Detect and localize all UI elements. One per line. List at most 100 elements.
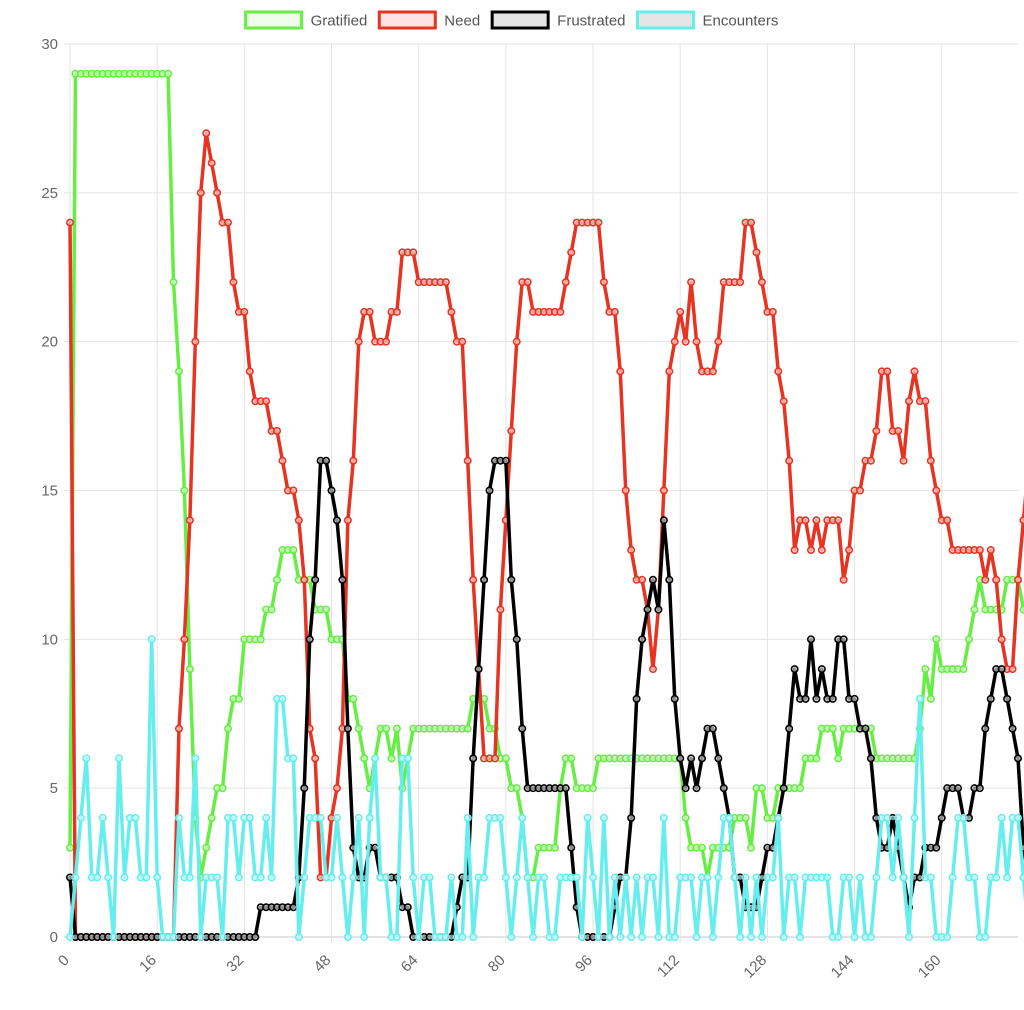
x-tick-label: 128 bbox=[740, 952, 770, 982]
data-point bbox=[507, 575, 516, 584]
data-point bbox=[659, 813, 668, 822]
data-point bbox=[676, 307, 685, 316]
data-point bbox=[245, 813, 254, 822]
data-point bbox=[785, 724, 794, 733]
data-point bbox=[779, 932, 788, 941]
data-point bbox=[251, 932, 260, 941]
legend-label: Need bbox=[444, 13, 480, 30]
data-point bbox=[638, 575, 647, 584]
data-point bbox=[616, 367, 625, 376]
data-point bbox=[196, 188, 205, 197]
data-point bbox=[599, 813, 608, 822]
data-point bbox=[752, 248, 761, 257]
data-point bbox=[594, 218, 603, 227]
data-point bbox=[768, 307, 777, 316]
data-point bbox=[294, 516, 303, 525]
data-point bbox=[621, 873, 630, 882]
data-point bbox=[725, 813, 734, 822]
data-point bbox=[741, 873, 750, 882]
data-point bbox=[518, 724, 527, 733]
data-point bbox=[463, 813, 472, 822]
data-point bbox=[458, 337, 467, 346]
data-point bbox=[899, 873, 908, 882]
data-point bbox=[213, 873, 222, 882]
data-point bbox=[687, 873, 696, 882]
legend-item-frustrated[interactable]: Frustrated bbox=[490, 10, 626, 30]
data-point bbox=[943, 516, 952, 525]
x-tick-label: 32 bbox=[223, 952, 247, 976]
data-point bbox=[926, 873, 935, 882]
data-point bbox=[234, 873, 243, 882]
data-point bbox=[71, 873, 80, 882]
x-tick-label: 160 bbox=[915, 952, 945, 982]
data-point bbox=[741, 813, 750, 822]
data-point bbox=[937, 813, 946, 822]
data-point bbox=[354, 724, 363, 733]
data-point bbox=[300, 873, 309, 882]
x-tick-label: 80 bbox=[485, 952, 509, 976]
data-point bbox=[714, 754, 723, 763]
data-point bbox=[817, 665, 826, 674]
data-point bbox=[262, 397, 271, 406]
data-point bbox=[550, 843, 559, 852]
legend-item-need[interactable]: Need bbox=[377, 10, 480, 30]
data-point bbox=[932, 635, 941, 644]
data-point bbox=[714, 337, 723, 346]
data-point bbox=[796, 784, 805, 793]
data-point bbox=[507, 932, 516, 941]
data-point bbox=[992, 873, 1001, 882]
data-point bbox=[975, 784, 984, 793]
data-point bbox=[888, 873, 897, 882]
data-point bbox=[550, 932, 559, 941]
data-point bbox=[714, 873, 723, 882]
data-point bbox=[469, 575, 478, 584]
legend-item-gratified[interactable]: Gratified bbox=[244, 10, 368, 30]
series-encounters bbox=[66, 635, 1024, 941]
data-point bbox=[823, 873, 832, 882]
data-point bbox=[981, 724, 990, 733]
data-point bbox=[381, 873, 390, 882]
data-point bbox=[670, 932, 679, 941]
data-point bbox=[109, 932, 118, 941]
x-tick-label: 112 bbox=[654, 952, 683, 981]
data-point bbox=[779, 784, 788, 793]
data-point bbox=[174, 813, 183, 822]
data-point bbox=[556, 307, 565, 316]
data-point bbox=[850, 694, 859, 703]
data-point bbox=[981, 575, 990, 584]
data-point bbox=[790, 546, 799, 555]
legend[interactable]: Gratified Need Frustrated Encounters bbox=[244, 10, 779, 30]
data-point bbox=[300, 575, 309, 584]
data-point bbox=[76, 813, 85, 822]
data-point bbox=[180, 486, 189, 495]
data-point bbox=[338, 873, 347, 882]
data-point bbox=[648, 665, 657, 674]
legend-item-encounters[interactable]: Encounters bbox=[636, 10, 779, 30]
data-point bbox=[322, 456, 331, 465]
data-point bbox=[1003, 694, 1012, 703]
data-point bbox=[98, 813, 107, 822]
data-point bbox=[572, 873, 581, 882]
data-point bbox=[169, 932, 178, 941]
data-point bbox=[648, 873, 657, 882]
data-point bbox=[387, 754, 396, 763]
data-point bbox=[425, 873, 434, 882]
data-point bbox=[703, 873, 712, 882]
legend-swatch bbox=[244, 10, 304, 30]
data-point bbox=[834, 754, 843, 763]
data-point bbox=[687, 754, 696, 763]
data-point bbox=[828, 724, 837, 733]
data-point bbox=[845, 546, 854, 555]
data-point bbox=[915, 694, 924, 703]
series-line-frustrated bbox=[68, 458, 1024, 939]
data-point bbox=[627, 813, 636, 822]
data-point bbox=[1019, 516, 1024, 525]
data-point bbox=[1019, 873, 1024, 882]
data-point bbox=[218, 784, 227, 793]
data-point bbox=[349, 456, 358, 465]
data-point bbox=[736, 932, 745, 941]
data-point bbox=[332, 784, 341, 793]
data-point bbox=[343, 932, 352, 941]
data-point bbox=[523, 873, 532, 882]
data-point bbox=[905, 932, 914, 941]
